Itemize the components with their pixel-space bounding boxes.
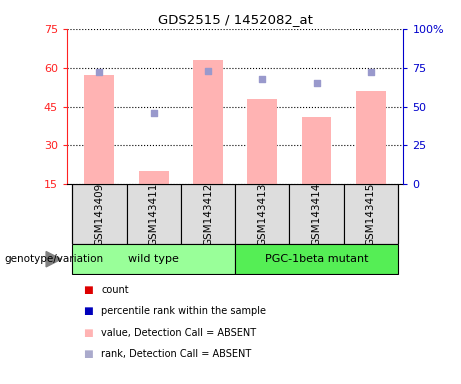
- Bar: [235, 184, 290, 244]
- Text: ■: ■: [83, 349, 93, 359]
- Text: GSM143415: GSM143415: [366, 182, 376, 246]
- Bar: [72, 245, 235, 274]
- Polygon shape: [46, 252, 61, 267]
- Bar: [127, 184, 181, 244]
- Text: percentile rank within the sample: percentile rank within the sample: [101, 306, 266, 316]
- Bar: [193, 60, 223, 184]
- Bar: [181, 184, 235, 244]
- Bar: [84, 75, 114, 184]
- Point: [204, 68, 212, 74]
- Text: ■: ■: [83, 306, 93, 316]
- Bar: [290, 184, 343, 244]
- Text: GSM143411: GSM143411: [149, 182, 159, 246]
- Text: ■: ■: [83, 285, 93, 295]
- Bar: [139, 171, 169, 184]
- Text: rank, Detection Call = ABSENT: rank, Detection Call = ABSENT: [101, 349, 252, 359]
- Bar: [72, 184, 127, 244]
- Text: GSM143412: GSM143412: [203, 182, 213, 246]
- Point: [150, 110, 157, 116]
- Text: GSM143409: GSM143409: [95, 182, 104, 246]
- Point: [96, 69, 103, 75]
- Text: value, Detection Call = ABSENT: value, Detection Call = ABSENT: [101, 328, 256, 338]
- Title: GDS2515 / 1452082_at: GDS2515 / 1452082_at: [158, 13, 313, 26]
- Text: wild type: wild type: [128, 254, 179, 264]
- Bar: [301, 117, 331, 184]
- Text: genotype/variation: genotype/variation: [5, 254, 104, 264]
- Bar: [343, 184, 398, 244]
- Text: PGC-1beta mutant: PGC-1beta mutant: [265, 254, 368, 264]
- Text: ■: ■: [83, 328, 93, 338]
- Text: GSM143413: GSM143413: [257, 182, 267, 246]
- Point: [367, 69, 374, 75]
- Point: [313, 80, 320, 86]
- Bar: [356, 91, 386, 184]
- Bar: [235, 245, 398, 274]
- Text: count: count: [101, 285, 129, 295]
- Text: GSM143414: GSM143414: [312, 182, 321, 246]
- Point: [259, 76, 266, 82]
- Bar: [247, 99, 277, 184]
